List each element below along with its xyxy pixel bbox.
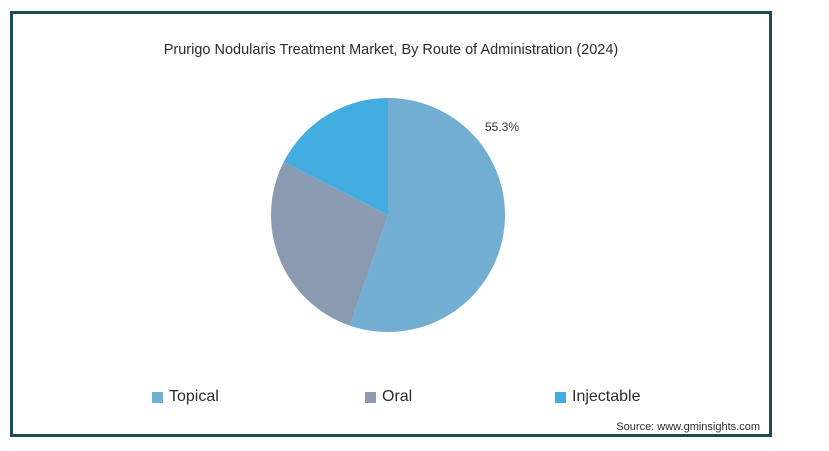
chart-title: Prurigo Nodularis Treatment Market, By R… [163, 42, 619, 58]
legend-swatch-oral [365, 391, 376, 403]
source-note: Source: www.gminsights.com [616, 421, 760, 433]
legend-item-injectable: Injectable [555, 388, 641, 406]
pie-slice-topical [349, 98, 506, 333]
pie-slice-injectable [283, 98, 388, 215]
legend-swatch-injectable [555, 391, 566, 403]
legend-item-topical: Topical [152, 388, 219, 406]
pie-slice-oral [270, 161, 388, 326]
legend-item-oral: Oral [365, 388, 412, 406]
legend-label-oral: Oral [382, 388, 413, 405]
data-label-topical: 55.3% [485, 120, 519, 134]
legend-label-injectable: Injectable [572, 388, 641, 405]
legend-swatch-topical [152, 391, 163, 403]
legend-label-topical: Topical [169, 388, 219, 405]
